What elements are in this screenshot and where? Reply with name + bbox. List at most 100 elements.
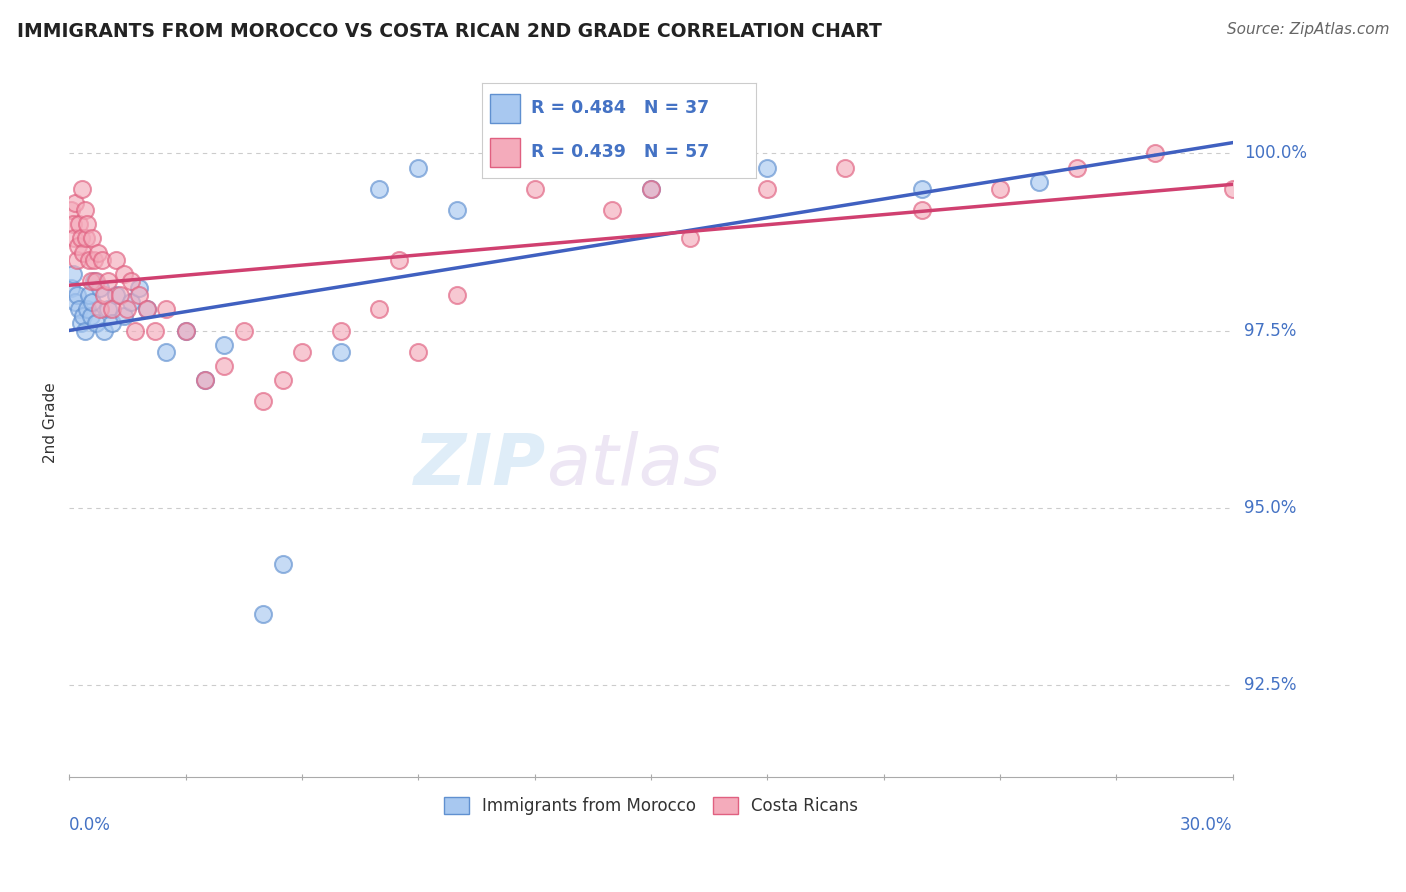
Point	[120, 295, 142, 310]
Point	[640, 182, 662, 196]
Point	[83, 274, 105, 288]
Point	[89, 281, 111, 295]
Point	[73, 324, 96, 338]
Point	[329, 324, 352, 338]
Text: ZIP: ZIP	[413, 431, 546, 500]
Text: 0.0%: 0.0%	[69, 815, 111, 833]
Point	[406, 161, 429, 175]
Point	[93, 324, 115, 338]
Text: IMMIGRANTS FROM MOROCCO VS COSTA RICAN 2ND GRADE CORRELATION CHART: IMMIGRANTS FROM MOROCCO VS COSTA RICAN 2…	[17, 22, 882, 41]
Point	[97, 302, 120, 317]
Text: 100.0%: 100.0%	[1244, 145, 1306, 162]
Point	[194, 373, 217, 387]
Point	[368, 302, 391, 317]
Point	[79, 310, 101, 324]
Point	[77, 252, 100, 267]
Point	[679, 231, 702, 245]
Text: 97.5%: 97.5%	[1244, 321, 1296, 340]
Point	[291, 344, 314, 359]
Point	[174, 324, 197, 338]
Legend: Immigrants from Morocco, Costa Ricans: Immigrants from Morocco, Costa Ricans	[437, 790, 865, 822]
Text: 92.5%: 92.5%	[1244, 675, 1296, 694]
Point	[104, 288, 127, 302]
Point	[63, 196, 86, 211]
Point	[62, 217, 84, 231]
Point	[60, 203, 83, 218]
Point	[834, 161, 856, 175]
Point	[1028, 175, 1050, 189]
Point	[60, 281, 83, 295]
Point	[120, 274, 142, 288]
Point	[640, 182, 662, 196]
Point	[79, 274, 101, 288]
Point	[1143, 146, 1166, 161]
Point	[388, 252, 411, 267]
Point	[83, 252, 105, 267]
Point	[75, 231, 97, 245]
Point	[252, 607, 274, 621]
Point	[108, 288, 131, 302]
Point	[93, 288, 115, 302]
Point	[406, 344, 429, 359]
Point	[911, 182, 934, 196]
Point	[128, 288, 150, 302]
Point	[143, 324, 166, 338]
Point	[66, 252, 89, 267]
Point	[155, 344, 177, 359]
Point	[124, 324, 146, 338]
Text: 30.0%: 30.0%	[1180, 815, 1233, 833]
Point	[62, 267, 84, 281]
Point	[1066, 161, 1088, 175]
Point	[82, 295, 104, 310]
Point	[76, 217, 98, 231]
Y-axis label: 2nd Grade: 2nd Grade	[44, 382, 58, 463]
Point	[86, 317, 108, 331]
Point	[271, 373, 294, 387]
Point	[911, 203, 934, 218]
Point	[368, 182, 391, 196]
Point	[523, 182, 546, 196]
Point	[63, 231, 86, 245]
Point	[101, 302, 124, 317]
Point	[112, 267, 135, 281]
Point	[600, 203, 623, 218]
Point	[104, 252, 127, 267]
Point	[232, 324, 254, 338]
Point	[91, 252, 114, 267]
Point	[66, 288, 89, 302]
Point	[70, 317, 93, 331]
Point	[73, 203, 96, 218]
Point	[77, 288, 100, 302]
Point	[86, 274, 108, 288]
Point	[117, 302, 139, 317]
Point	[70, 182, 93, 196]
Point	[155, 302, 177, 317]
Point	[988, 182, 1011, 196]
Point	[87, 245, 110, 260]
Point	[82, 231, 104, 245]
Point	[194, 373, 217, 387]
Point	[89, 302, 111, 317]
Point	[446, 203, 468, 218]
Point	[135, 302, 157, 317]
Point	[128, 281, 150, 295]
Point	[252, 394, 274, 409]
Point	[329, 344, 352, 359]
Text: atlas: atlas	[546, 431, 721, 500]
Point	[1222, 182, 1244, 196]
Point	[72, 245, 94, 260]
Point	[66, 238, 89, 252]
Point	[135, 302, 157, 317]
Point	[214, 359, 236, 373]
Text: Source: ZipAtlas.com: Source: ZipAtlas.com	[1226, 22, 1389, 37]
Point	[112, 310, 135, 324]
Point	[101, 317, 124, 331]
Point	[271, 558, 294, 572]
Point	[67, 217, 90, 231]
Point	[72, 310, 94, 324]
Point	[446, 288, 468, 302]
Point	[63, 295, 86, 310]
Point	[756, 161, 779, 175]
Point	[174, 324, 197, 338]
Point	[76, 302, 98, 317]
